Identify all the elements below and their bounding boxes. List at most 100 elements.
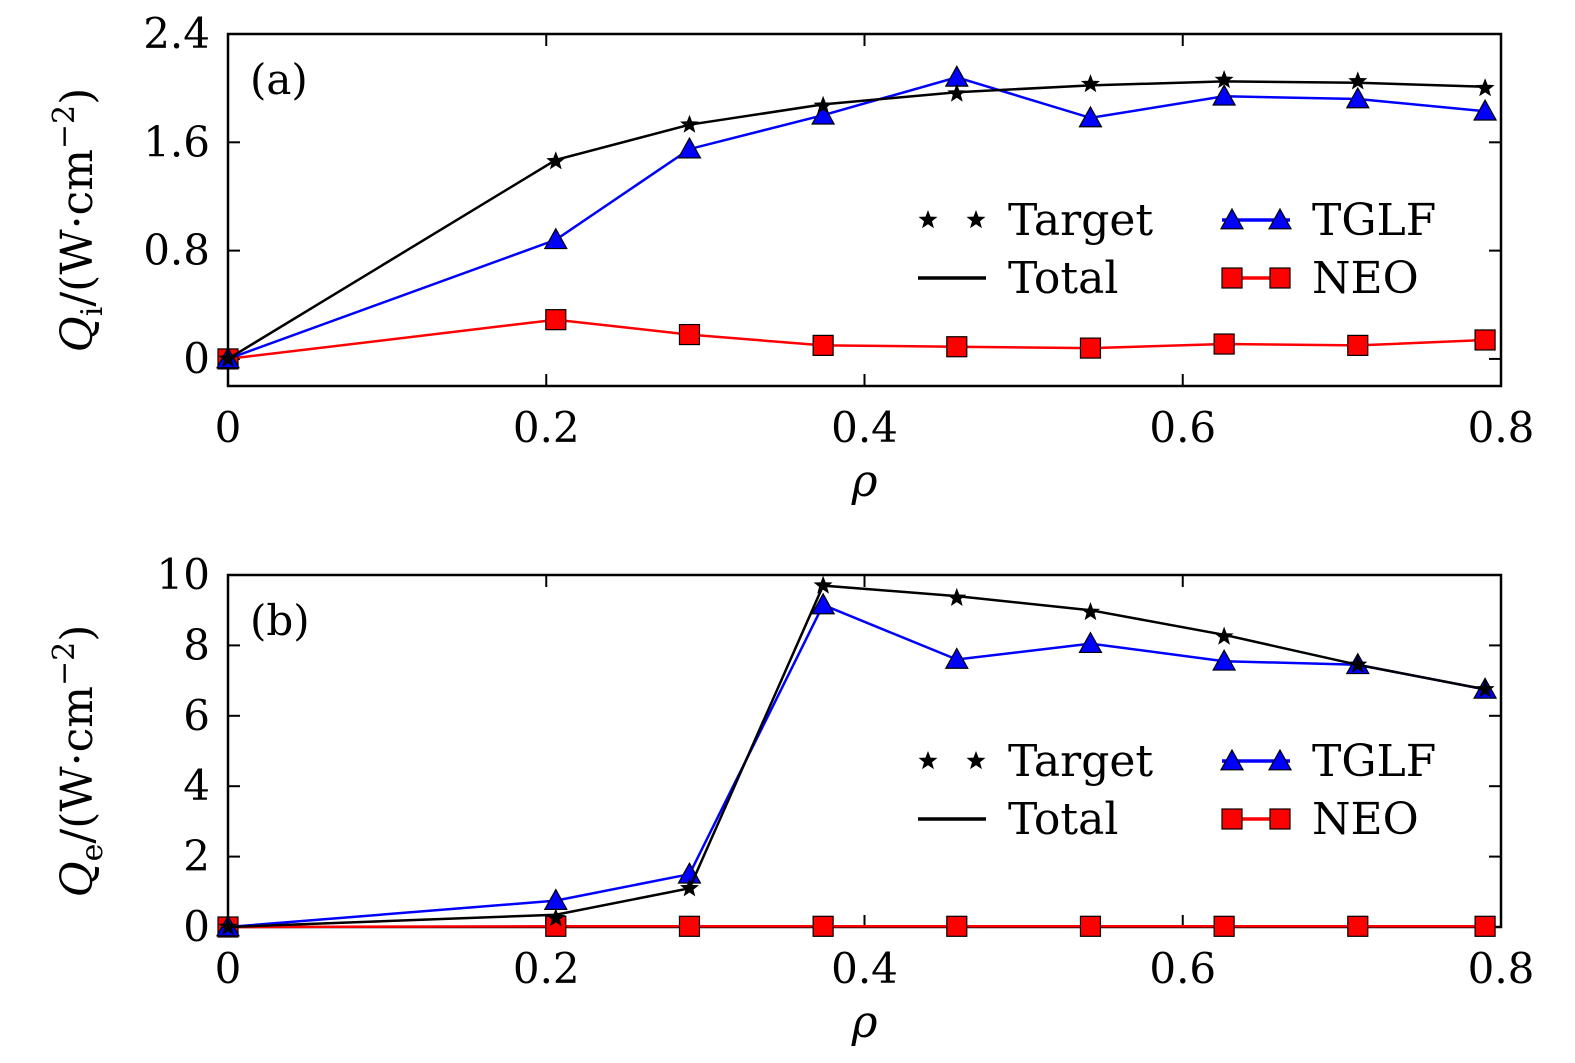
data-point: [1080, 602, 1100, 621]
series-total: [227, 584, 1486, 929]
legend-item-tglf: TGLF: [1219, 195, 1436, 246]
legend-item-total: Total: [918, 794, 1118, 845]
series-total: [227, 80, 1486, 360]
data-point: [811, 592, 836, 615]
panel-label: (a): [250, 55, 308, 104]
series-line: [227, 603, 1486, 929]
x-axis-label: ρ: [851, 997, 878, 1048]
y-axis-exponent: −2: [47, 105, 82, 149]
y-tick-label: 1.6: [143, 117, 210, 166]
data-point: [946, 336, 968, 358]
series-tglf: [215, 592, 1498, 937]
data-point: [1078, 631, 1103, 654]
data-point: [1474, 915, 1496, 937]
data-point: [812, 334, 834, 356]
legend-item-neo: NEO: [1221, 253, 1419, 304]
data-point: [545, 309, 567, 331]
plot-frame: [226, 32, 1503, 388]
legend-marker: [966, 751, 986, 770]
data-point: [1345, 86, 1370, 109]
data-point: [1080, 74, 1100, 93]
series-neo: [217, 309, 1496, 370]
data-point: [546, 151, 566, 170]
y-axis-unit: /(W·cm: [52, 686, 103, 844]
data-point: [1475, 679, 1495, 698]
data-point: [680, 114, 699, 133]
y-axis-symbol: Q: [52, 316, 103, 352]
series-neo: [217, 915, 1496, 938]
data-point: [543, 227, 568, 250]
data-point: [1212, 649, 1237, 671]
data-point: [1473, 98, 1498, 121]
y-axis-label: Qi/(W·cm−2): [47, 88, 110, 353]
series-target: [218, 70, 1495, 367]
series-line: [227, 318, 1486, 361]
data-point: [1348, 654, 1368, 673]
series-layer: [215, 575, 1498, 938]
legend-marker: [966, 210, 986, 229]
y-tick-label: 2.4: [143, 9, 210, 58]
y-tick-label: 0.8: [143, 226, 210, 275]
series-line: [227, 80, 1486, 360]
data-point: [811, 102, 836, 125]
y-axis-subscript: i: [75, 307, 110, 317]
data-point: [1078, 105, 1103, 128]
x-tick-label: 0.2: [513, 403, 580, 452]
y-axis-close: ): [52, 625, 103, 642]
x-tick-label: 0.6: [1149, 944, 1216, 993]
legend-label: Total: [1008, 253, 1118, 304]
x-tick-label: 0.8: [1468, 403, 1535, 452]
data-point: [1079, 337, 1102, 359]
x-tick-label: 0: [215, 944, 242, 993]
legend: Target TGLF Total NEO: [918, 195, 1436, 304]
legend: Target TGLF Total NEO: [918, 736, 1436, 845]
data-point: [678, 915, 701, 937]
data-point: [813, 575, 833, 594]
y-tick-label: 6: [183, 691, 210, 740]
data-point: [1348, 71, 1368, 90]
data-point: [680, 878, 699, 897]
data-point: [1213, 333, 1235, 355]
data-point: [1214, 70, 1234, 89]
series-line: [227, 584, 1486, 929]
y-axis-exponent: −2: [47, 642, 82, 686]
data-point: [546, 908, 566, 927]
legend-marker: [1267, 748, 1293, 771]
data-point: [1214, 626, 1234, 645]
legend-label: Target: [1008, 736, 1153, 787]
data-point: [678, 323, 701, 346]
legend-item-neo: NEO: [1221, 794, 1419, 845]
y-tick-label: 4: [183, 761, 210, 810]
data-point: [1213, 915, 1235, 937]
series-line: [227, 75, 1486, 361]
x-tick-label: 0.2: [513, 944, 580, 993]
plot-frame: [226, 573, 1503, 929]
series-line: [227, 925, 1486, 929]
data-point: [1475, 78, 1495, 97]
data-point: [1347, 334, 1369, 356]
legend-marker: [1221, 267, 1243, 289]
data-point: [677, 136, 702, 159]
x-tick-label: 0.8: [1468, 944, 1535, 993]
data-point: [218, 348, 238, 367]
legend-marker: [1221, 808, 1243, 830]
legend-label: TGLF: [1312, 736, 1436, 787]
legend-marker: [1269, 808, 1291, 830]
legend-marker: [1267, 207, 1293, 230]
data-point: [944, 65, 969, 87]
x-tick-label: 0.6: [1149, 403, 1216, 452]
x-tick-label: 0: [215, 403, 242, 452]
y-tick-label: 0: [183, 334, 210, 383]
panel-a: 0 0.8 1.6 2.4 0 0.2 0.4 0.6 0.8 (a) ρ Qi/(W·cm−…: [47, 9, 1534, 507]
legend-label: TGLF: [1312, 195, 1436, 246]
legend-item-target: Target: [918, 736, 1153, 787]
series-tglf: [215, 65, 1498, 369]
data-point: [946, 915, 968, 937]
data-point: [1212, 84, 1237, 106]
y-axis-label: Qe/(W·cm−2): [47, 625, 110, 898]
y-axis-close: ): [52, 88, 103, 105]
series-layer: [215, 65, 1498, 370]
y-tick-label: 8: [183, 620, 210, 669]
